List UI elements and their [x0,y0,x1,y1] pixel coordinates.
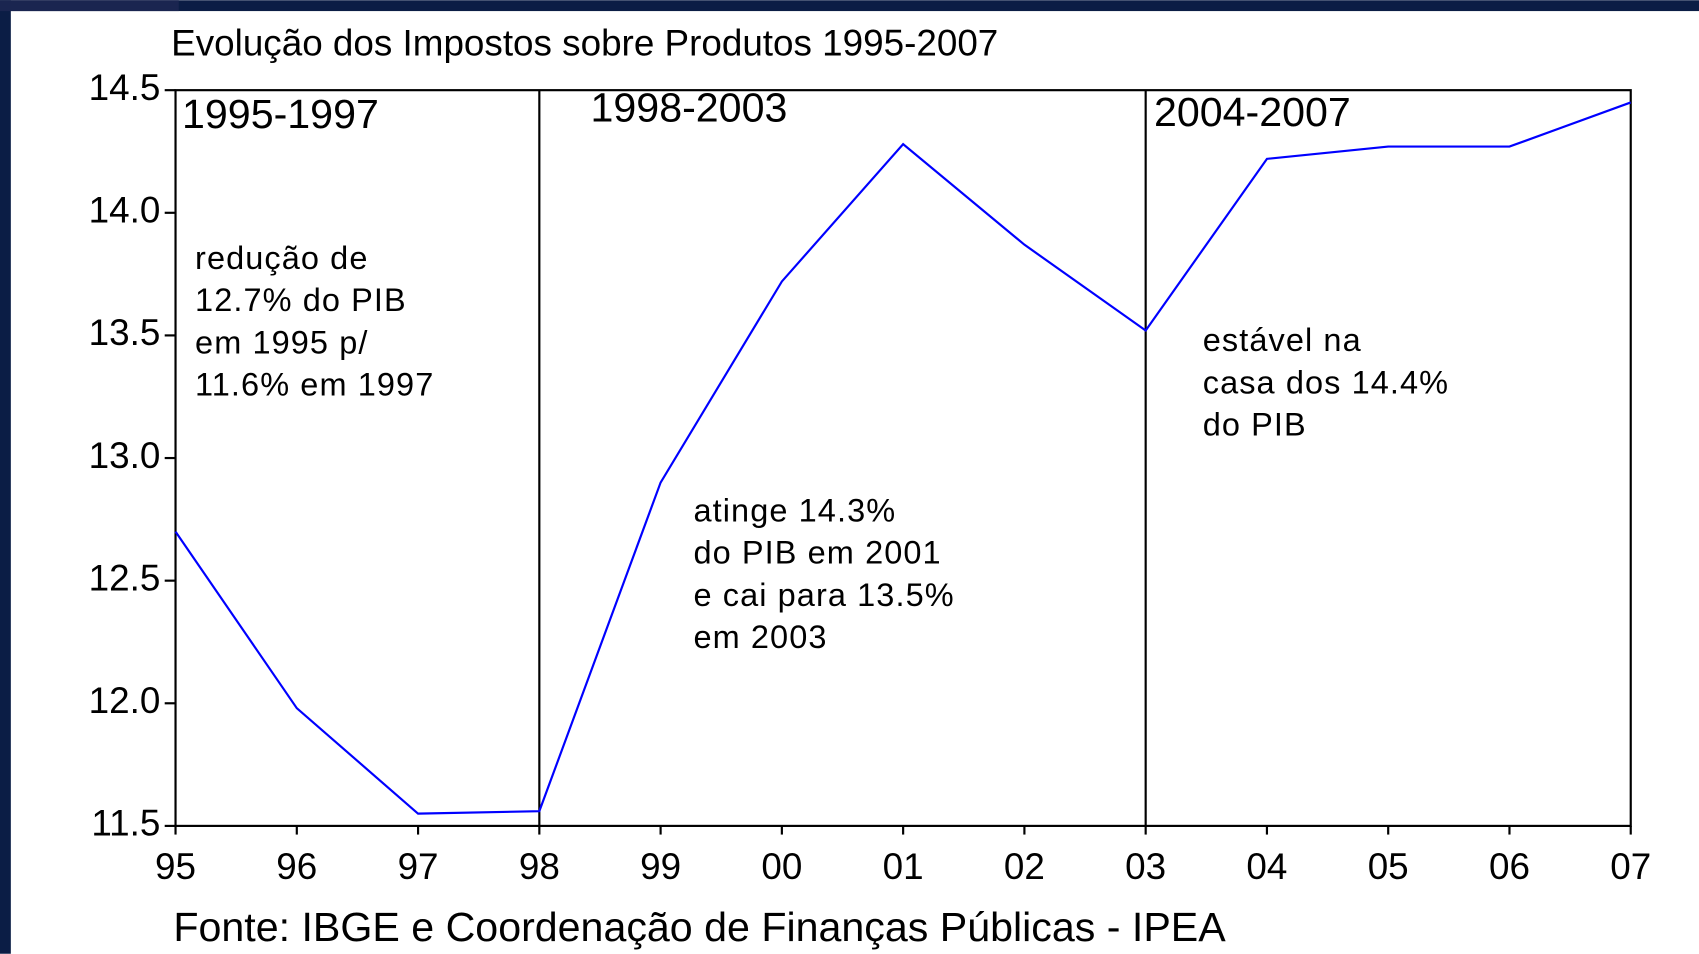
source-note: Fonte: IBGE e Coordenação de Finanças Pú… [173,904,1226,950]
x-tick-label: 96 [276,846,317,887]
x-tick-label: 03 [1125,846,1166,887]
annotation: em 2003 [693,619,827,655]
y-tick-label: 12.0 [89,680,161,721]
x-tick-label: 05 [1368,846,1409,887]
top-band [0,0,1699,12]
x-tick-label: 97 [398,846,439,887]
x-tick-label: 99 [640,846,681,887]
x-tick-label: 06 [1489,846,1530,887]
annotation: 12.7% do PIB [195,282,407,318]
series-line [174,101,1632,815]
period-label: 1998-2003 [591,85,788,131]
x-tick-label: 95 [155,846,196,887]
annotation: estável na [1203,322,1362,358]
y-tick-label: 14.5 [89,67,161,108]
x-tick-label: 04 [1246,846,1287,887]
y-tick-label: 11.5 [91,803,160,844]
y-tick-label: 14.0 [89,190,161,231]
period-label: 1995-1997 [182,91,379,137]
annotation: do PIB [1203,407,1307,443]
period-label: 2004-2007 [1154,89,1351,135]
x-tick-label: 02 [1004,846,1045,887]
x-tick-label: 98 [519,846,560,887]
annotation: em 1995 p/ [195,324,368,360]
chart-title: Evolução dos Impostos sobre Produtos 199… [171,22,998,63]
left-band [0,0,11,954]
y-tick-label: 12.5 [89,557,161,598]
x-tick-label: 00 [761,846,802,887]
top-band-accent [0,0,179,12]
annotation: atinge 14.3% [693,492,896,528]
y-tick-label: 13.5 [89,312,161,353]
annotation: 11.6% em 1997 [195,367,434,403]
y-tick-label: 13.0 [89,435,161,476]
annotation: redução de [195,240,368,276]
annotation: do PIB em 2001 [693,535,941,571]
x-tick-label: 01 [883,846,924,887]
annotation: e cai para 13.5% [693,577,954,613]
annotation: casa dos 14.4% [1203,364,1449,400]
x-tick-label: 07 [1610,846,1651,887]
